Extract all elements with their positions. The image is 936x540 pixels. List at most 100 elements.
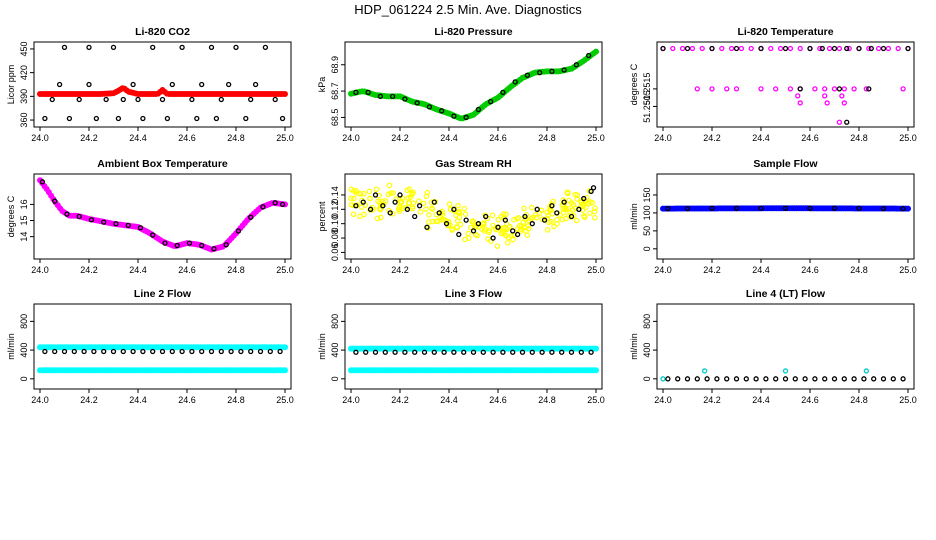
chart-title: Line 2 Flow	[134, 288, 192, 300]
data-point	[768, 45, 774, 52]
chart-panel: Ambient Box Temperature 24.0 24.2 24.4 24.6 2…	[6, 158, 294, 275]
x-tick-label: 24.6	[489, 133, 507, 143]
data-point	[482, 226, 488, 232]
data-point	[777, 45, 784, 52]
y-axis-label: kPa	[317, 77, 327, 93]
data-point	[660, 376, 666, 382]
data-point	[81, 348, 87, 355]
data-point	[159, 348, 166, 355]
data-point	[895, 45, 901, 52]
data-point	[537, 70, 543, 76]
data-point	[428, 199, 435, 206]
data-point	[93, 115, 99, 122]
x-tick-label: 24.0	[31, 133, 49, 143]
data-point	[406, 186, 413, 192]
data-point	[699, 45, 705, 52]
x-tick-label: 24.2	[703, 265, 721, 275]
x-tick-label: 24.6	[801, 265, 819, 275]
data-point	[675, 376, 681, 382]
data-point	[88, 217, 95, 223]
data-point	[885, 45, 892, 52]
data-point	[462, 211, 469, 217]
data-point	[487, 98, 494, 105]
data-point	[592, 205, 598, 212]
data-point	[702, 368, 708, 374]
data-point	[518, 223, 525, 229]
chart-panel: Line 4 (LT) Flow 24.0 24.2 24.4 24.6 24.8 25.0…	[629, 288, 917, 405]
plot-area	[347, 48, 600, 122]
data-point	[465, 230, 472, 237]
data-point	[541, 217, 548, 223]
data-point	[386, 182, 393, 189]
data-point	[351, 202, 357, 209]
y-tick-label: 0.10	[330, 215, 340, 233]
x-tick-label: 24.6	[801, 395, 819, 405]
data-point	[559, 349, 565, 355]
data-point	[517, 228, 524, 234]
chart-panel: Sample Flow 24.0 24.2 24.4 24.6 24.8 25.0 0 50 10…	[629, 158, 917, 275]
data-point	[822, 93, 828, 99]
data-point	[392, 349, 398, 355]
chart-panel: Li-820 Pressure 24.0 24.2 24.4 24.6 24.8 25.0 6…	[317, 26, 605, 143]
y-axis-label: ml/min	[629, 333, 639, 360]
data-point	[519, 349, 526, 355]
data-point	[574, 192, 581, 198]
data-point	[489, 212, 496, 219]
data-point	[533, 214, 540, 221]
data-point	[797, 100, 803, 106]
y-axis-label: percent	[317, 201, 327, 232]
data-point	[113, 221, 119, 227]
x-tick-label: 24.4	[129, 395, 147, 405]
x-tick-label: 25.0	[276, 395, 294, 405]
data-point	[529, 349, 535, 355]
data-point	[382, 349, 388, 355]
data-point	[851, 86, 857, 92]
data-point	[590, 185, 597, 191]
data-point	[514, 215, 520, 222]
chart-panel: Li-820 CO2 24.0 24.2 24.4 24.6 24.8 25.0 360 390…	[6, 26, 294, 143]
data-point	[348, 195, 354, 202]
data-point	[208, 348, 215, 355]
data-point	[388, 190, 394, 196]
data-point	[544, 227, 551, 233]
series	[347, 48, 600, 122]
plot-area	[37, 44, 288, 122]
x-tick-label: 24.4	[752, 265, 770, 275]
data-point	[405, 195, 411, 201]
data-point	[782, 368, 789, 374]
chart-title: Li-820 Temperature	[737, 26, 833, 38]
data-point	[359, 204, 365, 210]
y-tick-label: 420	[19, 65, 29, 80]
data-point	[758, 86, 764, 92]
y-tick-label: 800	[330, 314, 340, 329]
y-tick-label: 15	[19, 216, 29, 226]
data-point	[824, 100, 830, 106]
x-tick-label: 25.0	[899, 395, 917, 405]
x-tick-label: 24.8	[850, 133, 868, 143]
data-point	[573, 217, 580, 224]
data-point	[367, 206, 374, 212]
data-point	[425, 219, 432, 225]
data-point	[431, 349, 437, 355]
data-point	[660, 45, 666, 52]
data-point	[225, 81, 232, 88]
x-tick-label: 24.4	[440, 265, 458, 275]
data-point	[505, 234, 512, 241]
data-point	[812, 376, 818, 382]
data-point	[900, 205, 906, 212]
data-point	[591, 208, 598, 215]
y-tick-label: 68.7	[330, 82, 340, 100]
data-point	[733, 376, 740, 382]
data-point	[510, 228, 516, 234]
data-point	[462, 236, 468, 243]
plot-frame	[344, 303, 603, 390]
data-point	[194, 115, 200, 122]
data-point	[455, 202, 461, 209]
data-point	[572, 205, 579, 212]
series	[37, 367, 288, 374]
data-point	[822, 376, 828, 382]
data-point	[679, 45, 686, 52]
x-tick-label: 25.0	[899, 265, 917, 275]
data-point	[714, 376, 720, 382]
